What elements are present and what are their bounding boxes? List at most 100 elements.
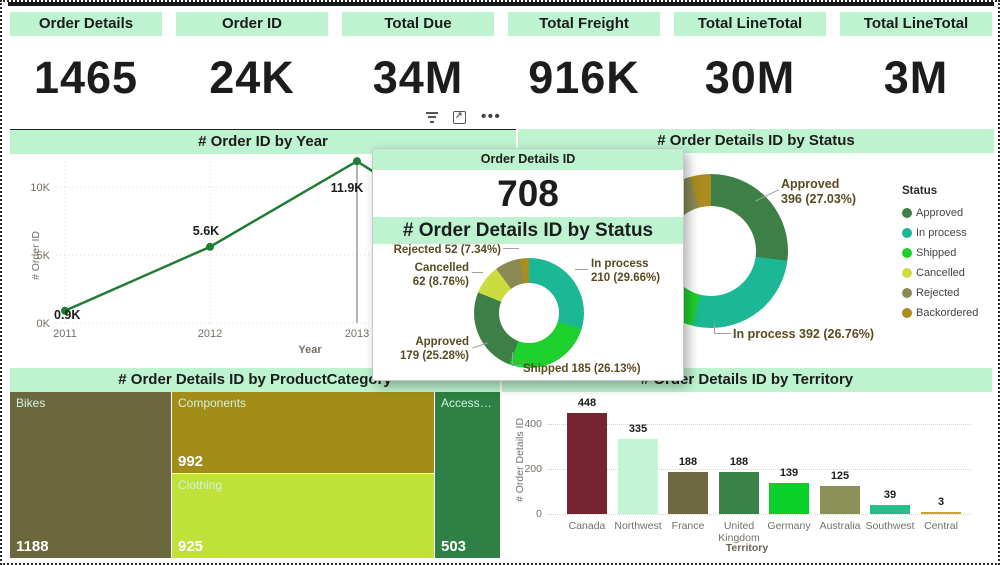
svg-text:2013: 2013 <box>345 328 369 340</box>
kpi-card-total-linetotal[interactable]: Total LineTotal 30M <box>674 12 826 104</box>
legend-item-shipped[interactable]: Shipped <box>902 243 994 263</box>
bar-france[interactable] <box>663 392 713 514</box>
bar-rect[interactable] <box>668 471 708 514</box>
bar-category-label: United Kingdom <box>718 520 760 544</box>
bar-category-label: Germany <box>767 520 811 532</box>
bar-rect[interactable] <box>719 471 759 514</box>
svg-text:0K: 0K <box>37 318 51 330</box>
tooltip-section-title: # Order Details ID by Status <box>373 217 683 244</box>
kpi-card-total-linetotal[interactable]: Total LineTotal 3M <box>840 12 992 104</box>
bar-rect[interactable] <box>567 413 607 514</box>
bar-value-label: 188 <box>729 455 749 468</box>
bar-value-label: 3 <box>937 496 945 508</box>
kpi-card-header: Order ID <box>176 12 328 36</box>
treemap-tile-value: 1188 <box>16 538 49 555</box>
bar-united-kingdom[interactable] <box>714 392 764 514</box>
treemap-tile-value: 503 <box>441 538 467 555</box>
bar-category-label: Northwest <box>614 520 662 532</box>
svg-text:5K: 5K <box>37 250 51 262</box>
kpi-card-value: 1465 <box>33 52 139 103</box>
legend-item-cancelled[interactable]: Cancelled <box>902 263 994 283</box>
treemap-visual[interactable]: # Order Details ID by ProductCategory Bi… <box>10 368 500 558</box>
tooltip-callout-shipped: Shipped 185 (26.13%) <box>523 363 641 375</box>
bar-rect[interactable] <box>618 438 658 514</box>
callout-leader-line <box>472 272 483 273</box>
tooltip-card: Order Details ID 708 # Order Details ID … <box>372 148 684 381</box>
kpi-card-order-id[interactable]: Order ID 24K <box>176 12 328 104</box>
legend-label: Shipped <box>916 247 957 259</box>
bar-rect[interactable] <box>870 505 910 514</box>
filter-icon[interactable] <box>426 111 438 123</box>
legend-item-in-process[interactable]: In process <box>902 223 994 243</box>
svg-text:2011: 2011 <box>53 328 77 340</box>
treemap-tile-components[interactable]: Components 992 <box>172 392 434 473</box>
tooltip-kpi-value: 708 <box>497 173 559 214</box>
kpi-card-value: 30M <box>704 52 796 103</box>
legend-label: Cancelled <box>916 267 965 279</box>
focus-mode-icon[interactable] <box>453 110 466 124</box>
top-border-strip <box>8 2 994 6</box>
bar-gridline <box>548 469 972 470</box>
bar-rect[interactable] <box>921 512 961 514</box>
bar-value-label: 188 <box>678 455 698 468</box>
kpi-card-total-freight[interactable]: Total Freight 916K <box>508 12 660 104</box>
kpi-card-total-due[interactable]: Total Due 34M <box>342 12 494 104</box>
svg-text:11.9K: 11.9K <box>331 181 364 195</box>
svg-text:Year: Year <box>298 344 322 356</box>
legend-item-backordered[interactable]: Backordered <box>902 303 994 323</box>
bar-category-label: Central <box>924 520 958 532</box>
bar-gridline <box>548 424 972 425</box>
legend-item-approved[interactable]: Approved <box>902 203 994 223</box>
bar-value-label: 39 <box>883 489 897 502</box>
svg-text:5.6K: 5.6K <box>193 224 219 238</box>
tooltip-callout-rejected: Rejected 52 (7.34%) <box>393 244 501 256</box>
bar-rect[interactable] <box>820 485 860 514</box>
tooltip-callout-cancelled: Cancelled 62 (8.76%) <box>412 262 469 288</box>
kpi-card-value: 34M <box>372 52 464 103</box>
svg-text:10K: 10K <box>30 182 50 194</box>
bar-chart-x-axis-label: Territory <box>725 542 769 554</box>
legend-label: In process <box>916 227 967 239</box>
legend-title: Status <box>902 185 938 197</box>
legend-swatch <box>902 228 912 238</box>
treemap-tile-label: Clothing <box>178 478 223 492</box>
bar-chart-visual[interactable]: # Order Details ID by Territory 0 200 400 4… <box>502 368 992 558</box>
legend-item-rejected[interactable]: Rejected <box>902 283 994 303</box>
kpi-card-order-details[interactable]: Order Details 1465 <box>10 12 162 104</box>
donut-hole <box>499 283 559 343</box>
bar-southwest[interactable] <box>865 392 915 514</box>
kpi-card-header: Order Details <box>10 12 162 36</box>
bar-y-tick: 200 <box>524 463 542 475</box>
tooltip-callout-inprocess: In process 210 (29.66%) <box>591 258 661 284</box>
kpi-card-value: 916K <box>528 52 640 103</box>
legend-swatch <box>902 208 912 218</box>
bar-central[interactable] <box>916 392 966 514</box>
tooltip-callout-approved: Approved 179 (25.28%) <box>399 336 469 362</box>
legend-swatch <box>902 248 912 258</box>
bar-y-tick: 0 <box>536 508 542 520</box>
legend-label: Backordered <box>916 307 979 319</box>
treemap-tile-accessori[interactable]: Accessori… 503 <box>435 392 500 558</box>
kpi-card-row: Order Details 1465 Order ID 24K Total Due 34M… <box>10 12 992 104</box>
bar-value-label: 335 <box>628 422 648 435</box>
bar-y-tick: 400 <box>524 418 542 430</box>
legend-swatch <box>902 308 912 318</box>
treemap-tile-bikes[interactable]: Bikes 1188 <box>10 392 171 558</box>
callout-leader-line <box>512 352 522 366</box>
bar-rect[interactable] <box>769 482 809 514</box>
visual-hover-toolbar: ••• <box>426 109 501 125</box>
treemap-tile-clothing[interactable]: Clothing 925 <box>172 474 434 558</box>
bar-germany[interactable] <box>764 392 814 514</box>
treemap-tile-label: Accessori… <box>441 396 494 410</box>
bar-canada[interactable] <box>562 392 612 514</box>
bar-australia[interactable] <box>815 392 865 514</box>
kpi-card-header: Total Freight <box>508 12 660 36</box>
bar-chart-y-axis-label: # Order Details ID <box>514 417 526 502</box>
more-options-icon[interactable]: ••• <box>481 108 502 125</box>
bar-value-label: 139 <box>779 466 799 479</box>
treemap-tile-value: 992 <box>178 453 204 470</box>
donut-callout-inprocess: In process 392 (26.76%) <box>733 327 875 341</box>
treemap-tile-value: 925 <box>178 538 204 555</box>
bar-northwest[interactable] <box>613 392 663 514</box>
